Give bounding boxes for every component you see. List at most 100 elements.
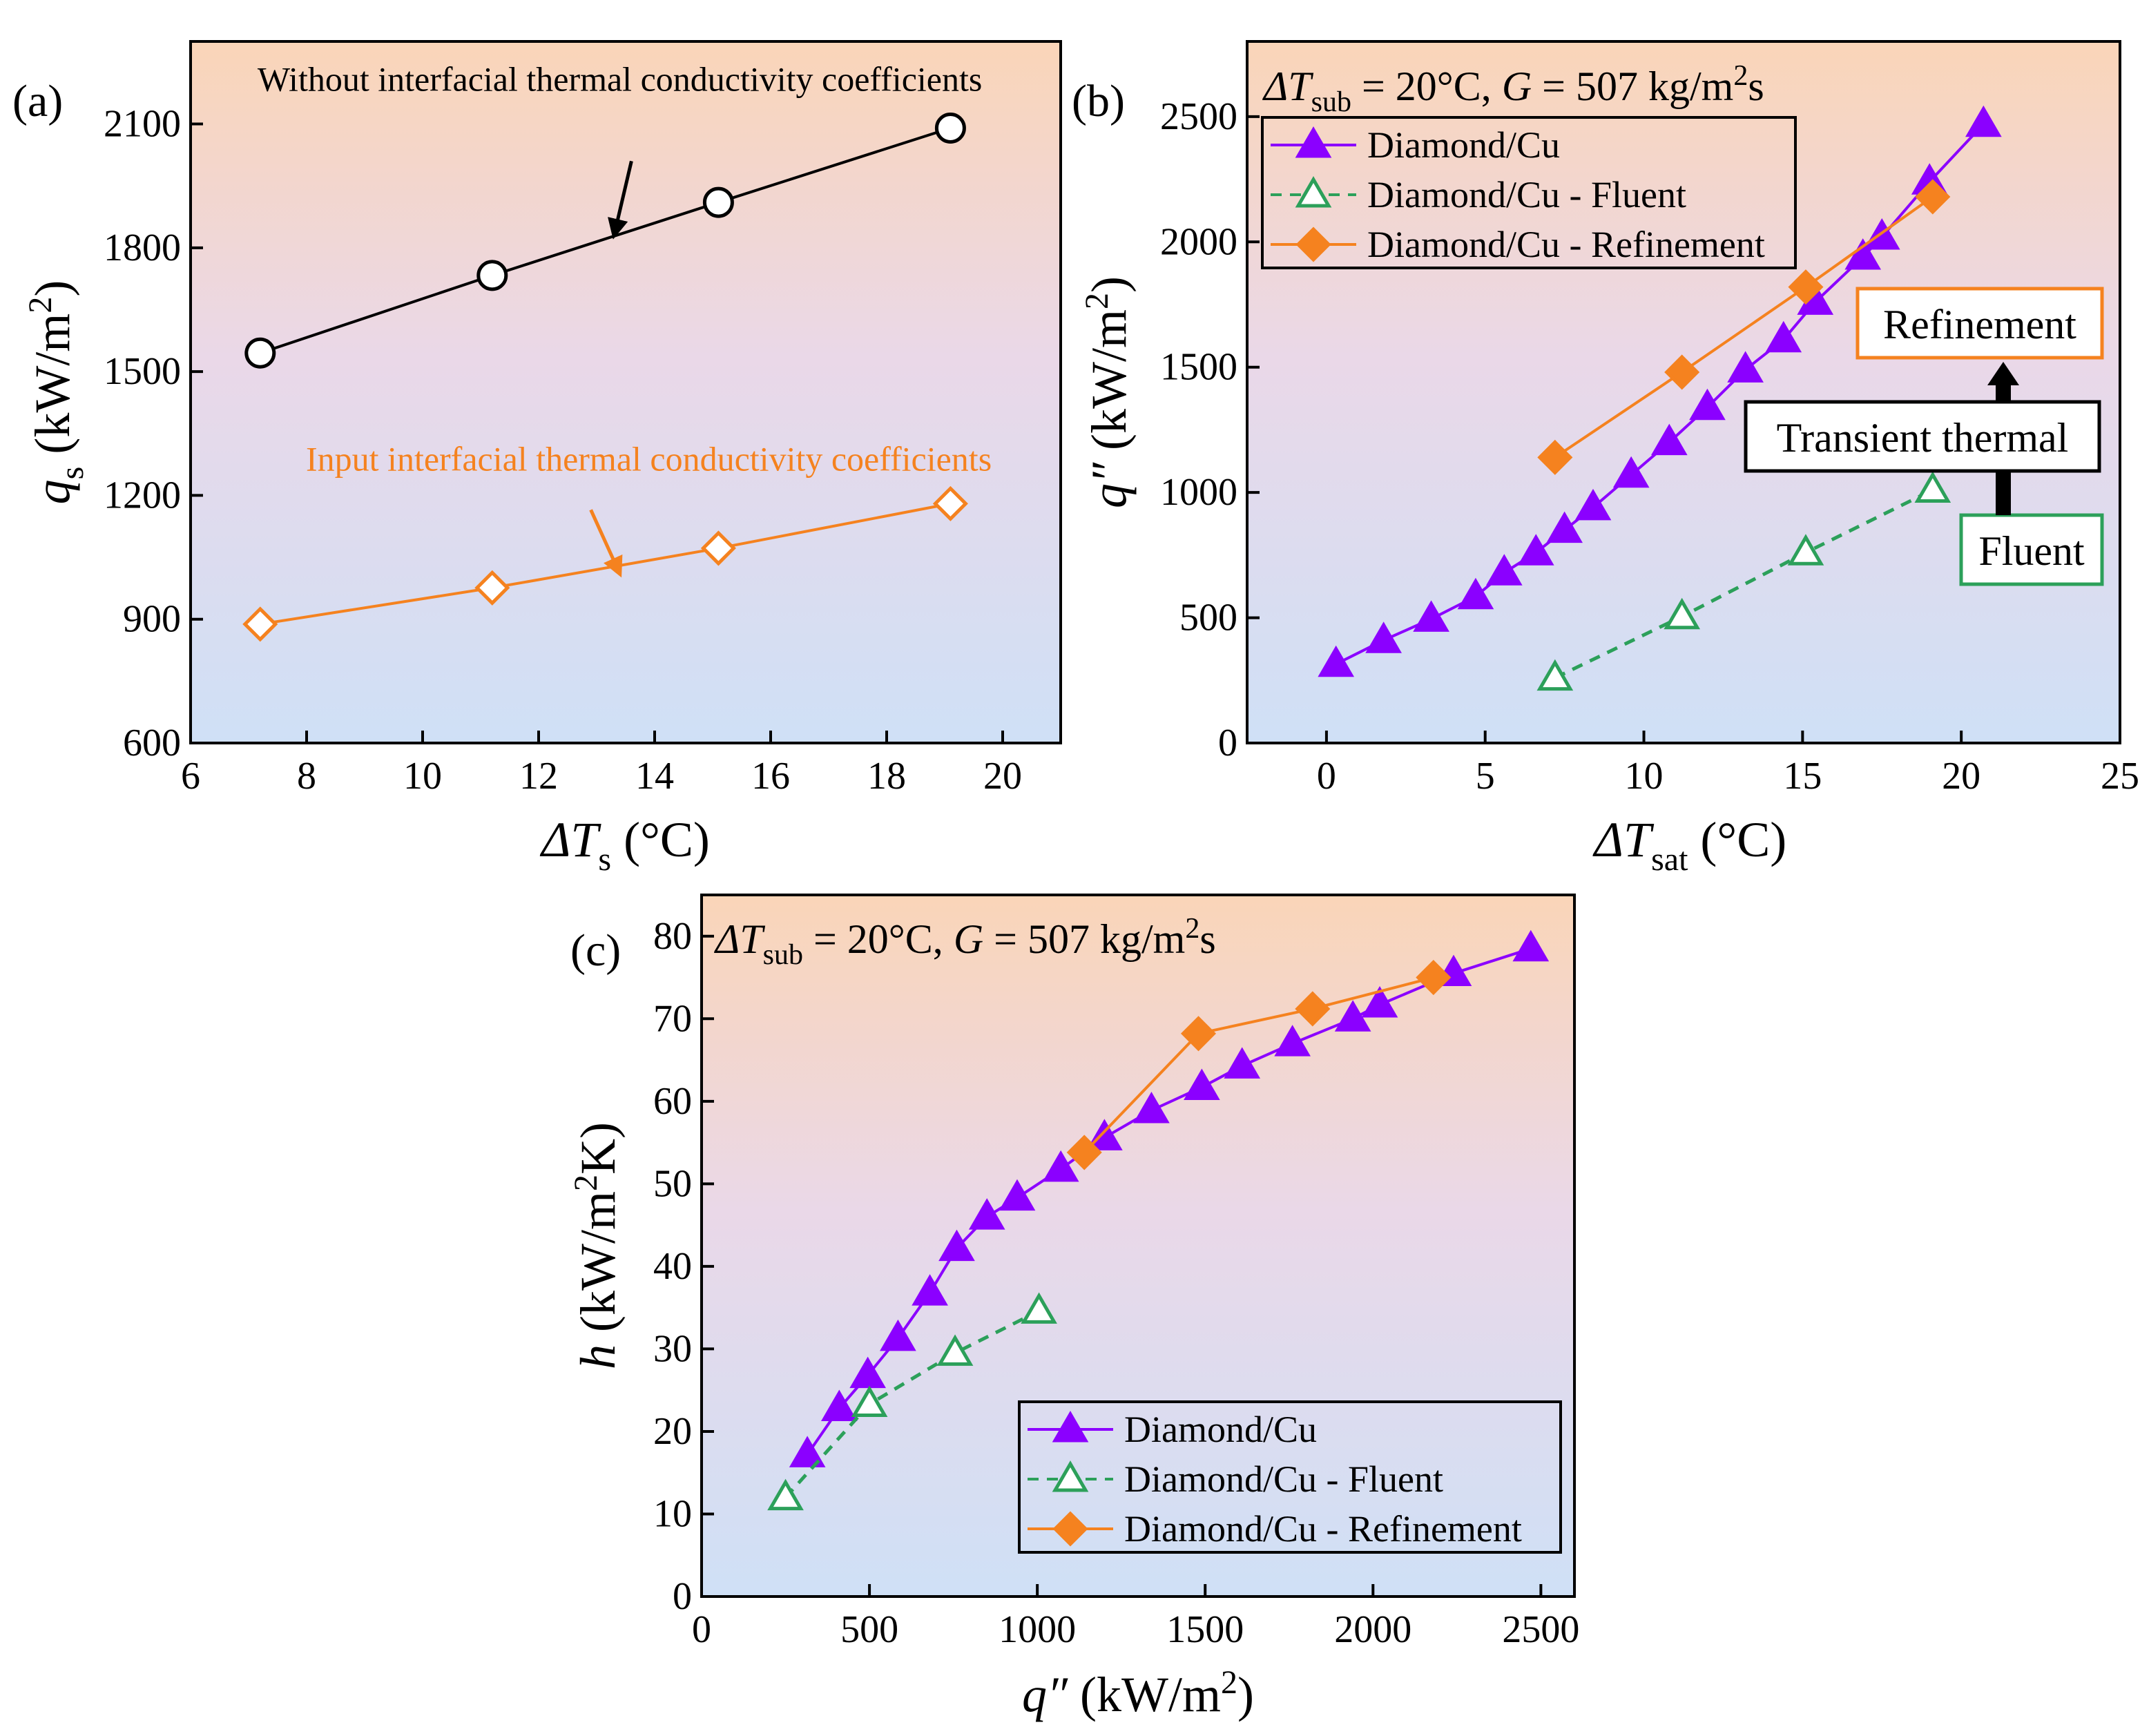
data-point-1 <box>1536 659 1574 691</box>
data-point-1 <box>1914 471 1951 503</box>
data-point-0 <box>1765 320 1802 353</box>
y-tick-label: 0 <box>1218 722 1237 764</box>
y-tick-label: 600 <box>123 722 181 764</box>
y-tick-label: 1800 <box>104 226 181 269</box>
data-point-0 <box>1042 1150 1079 1182</box>
x-tick-label: 500 <box>840 1608 898 1651</box>
x-tick-label: 18 <box>867 755 906 798</box>
data-point-0 <box>1365 621 1402 653</box>
data-point-0 <box>476 260 508 291</box>
data-point-1 <box>932 485 968 521</box>
data-point-0 <box>244 337 276 369</box>
data-point-0 <box>1457 577 1494 610</box>
x-tick-label: 14 <box>635 755 674 798</box>
fluent-label: Fluent <box>1978 528 2085 574</box>
data-point-1 <box>851 1385 888 1417</box>
panel-a-label: (a) <box>12 76 63 126</box>
data-point-0 <box>1844 238 1882 270</box>
data-point-0 <box>1612 456 1650 488</box>
data-point-0 <box>1863 218 1900 250</box>
annotation-label-0: Without interfacial thermal conductivity… <box>258 60 982 99</box>
series-line-1 <box>784 1309 1040 1499</box>
refinement-box <box>1855 287 2104 360</box>
data-point-0 <box>1413 600 1449 632</box>
y-tick-label: 30 <box>653 1327 692 1370</box>
y-tick-label: 1500 <box>1160 346 1237 389</box>
x-tick-label: 1500 <box>1166 1608 1244 1651</box>
data-point-0 <box>1546 511 1583 543</box>
up-arrow-2-shaft <box>1996 471 2011 515</box>
x-tick-label: 2500 <box>1502 1608 1579 1651</box>
data-point-0 <box>702 186 734 218</box>
x-tick-label: 16 <box>751 755 790 798</box>
panel-b-label: (b) <box>1072 76 1125 126</box>
data-point-1 <box>242 606 278 642</box>
annotation-arrow-1 <box>589 509 623 578</box>
x-tick-label: 12 <box>519 755 558 798</box>
y-tick-label: 2000 <box>1160 220 1237 263</box>
data-point-0 <box>1965 105 2002 137</box>
data-point-0 <box>1361 985 1398 1018</box>
panel-a-xlabel: ΔTs (°C) <box>539 812 710 878</box>
y-tick-label: 40 <box>653 1245 692 1288</box>
data-point-2 <box>1537 439 1573 475</box>
legend-label-0: Diamond/Cu <box>1124 1409 1317 1450</box>
y-tick-label: 500 <box>1179 597 1237 639</box>
data-point-0 <box>849 1356 886 1389</box>
data-point-1 <box>700 530 736 566</box>
legend-label-2: Diamond/Cu - Refinement <box>1367 224 1765 265</box>
data-point-2 <box>1788 269 1824 305</box>
up-arrow-1-shaft <box>1996 385 2011 402</box>
data-point-1 <box>1787 534 1824 566</box>
data-point-0 <box>938 1229 975 1262</box>
y-tick-label: 2100 <box>104 103 181 146</box>
data-point-2 <box>1416 959 1452 996</box>
y-tick-label: 10 <box>653 1492 692 1535</box>
data-point-0 <box>1133 1091 1170 1123</box>
panel-c-axes: 0 500 1000 1500 2000 2500 0 10 20 30 40 50 60 70 80 <box>653 915 1579 1651</box>
x-tick-label: 2000 <box>1334 1608 1411 1651</box>
data-point-2 <box>1066 1135 1102 1170</box>
panel-b-xlabel: ΔTsat (°C) <box>1592 812 1786 878</box>
data-point-0 <box>820 1389 858 1421</box>
data-point-2 <box>1295 991 1331 1027</box>
legend-label-2: Diamond/Cu - Refinement <box>1124 1508 1522 1550</box>
data-point-0 <box>968 1198 1005 1230</box>
series-line-1 <box>1554 488 1934 679</box>
legend-box <box>1261 116 1797 269</box>
panel-a: 6 8 10 12 14 16 18 20 600 900 1200 1500 1800 2100 (a)… <box>12 40 1062 878</box>
panel-c-legend: Diamond/Cu Diamond/Cu - Fluent Diamond/Cu … <box>1018 1400 1562 1554</box>
y-tick-label: 1500 <box>104 350 181 393</box>
panel-a-plot-area <box>189 40 1062 744</box>
panel-c-series <box>767 929 1550 1511</box>
x-tick-label: 0 <box>692 1608 711 1651</box>
x-tick-label: 8 <box>297 755 316 798</box>
data-point-1 <box>1021 1292 1057 1324</box>
x-tick-label: 1000 <box>999 1608 1076 1651</box>
data-point-0 <box>999 1179 1036 1211</box>
legend-box <box>1018 1400 1562 1554</box>
panel-a-ylabel: qs (kW/m2) <box>22 280 90 505</box>
data-point-1 <box>936 1334 974 1366</box>
panel-b-axes: 0 5 10 15 20 25 0 500 1000 1500 2000 2500 <box>1160 95 2139 798</box>
legend-label-1: Diamond/Cu - Fluent <box>1367 174 1686 215</box>
fluent-box <box>1959 513 2104 586</box>
legend-marker-0 <box>1052 1411 1089 1443</box>
transient-box <box>1744 400 2101 473</box>
series-line-0 <box>260 126 952 355</box>
legend-marker-1 <box>1052 1460 1089 1492</box>
x-tick-label: 20 <box>1942 755 1980 798</box>
data-point-0 <box>789 1436 826 1467</box>
data-point-0 <box>1517 534 1554 566</box>
data-point-1 <box>1664 597 1701 630</box>
y-tick-label: 70 <box>653 997 692 1040</box>
data-point-0 <box>1485 554 1523 586</box>
data-point-0 <box>1574 488 1612 521</box>
x-tick-label: 10 <box>403 755 442 798</box>
data-point-1 <box>767 1478 804 1511</box>
data-point-0 <box>912 1274 948 1306</box>
panel-c-condition: ΔTsub = 20°C, G = 507 kg/m2s <box>714 913 1216 971</box>
data-point-0 <box>1689 388 1726 421</box>
legend-label-1: Diamond/Cu - Fluent <box>1124 1458 1443 1500</box>
x-tick-label: 25 <box>2101 755 2139 798</box>
